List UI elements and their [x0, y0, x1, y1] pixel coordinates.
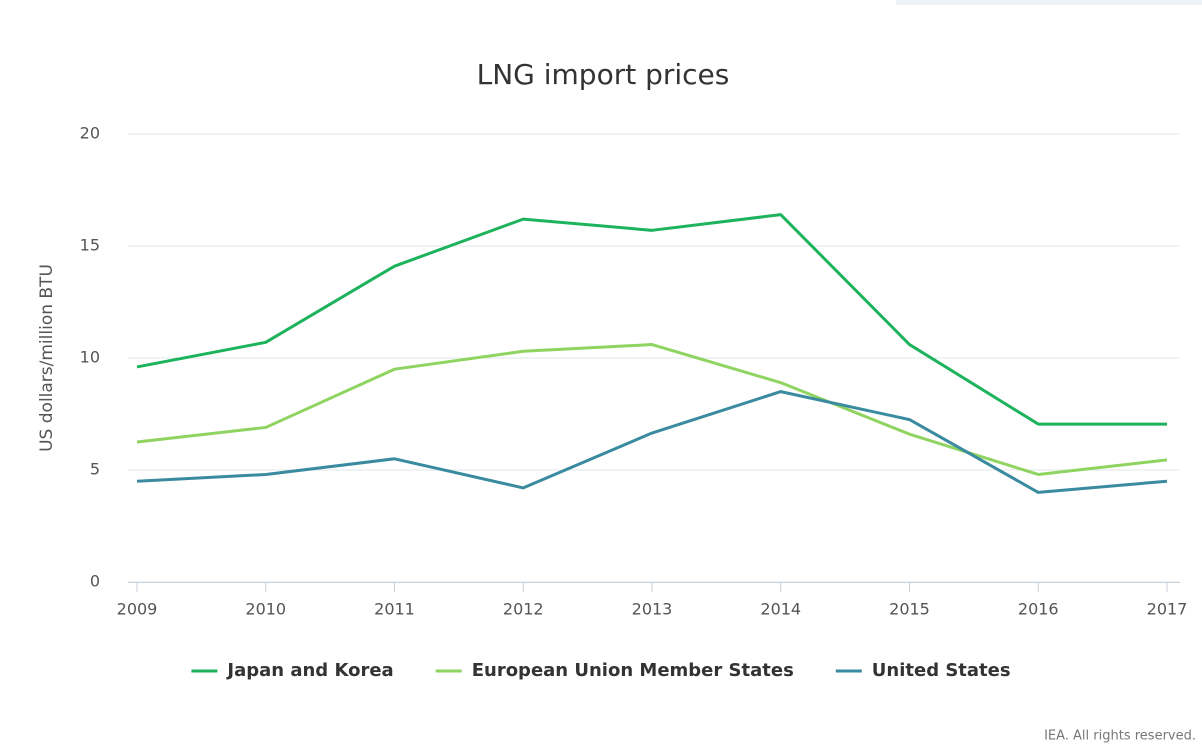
x-tick-label: 2014 [760, 600, 801, 619]
x-tick-label: 2009 [117, 600, 158, 619]
y-tick-label: 15 [80, 236, 100, 255]
y-tick-label: 5 [90, 460, 100, 479]
chart-title: LNG import prices [477, 58, 730, 91]
x-tick-label: 2012 [503, 600, 544, 619]
line [136, 390, 1168, 494]
x-tick-label: 2015 [889, 600, 930, 619]
x-tick-label: 2011 [374, 600, 415, 619]
y-tick-label: 0 [90, 572, 100, 591]
source: IEA. All rights reserved. [1044, 729, 1196, 744]
y-tick-label: 10 [80, 348, 100, 367]
line [136, 213, 1167, 426]
y-axis-label: US dollars/million BTU [37, 264, 57, 452]
x-tick-label: 2013 [632, 600, 673, 619]
legend-label: United States [872, 660, 1011, 681]
legend-label: European Union Member States [472, 660, 794, 681]
x-tick-label: 2010 [245, 600, 286, 619]
top-bar [896, 0, 1202, 5]
x-tick-label: 2016 [1018, 600, 1059, 619]
legend-label: Japan and Korea [225, 660, 393, 681]
x-tick-label: 2017 [1147, 600, 1188, 619]
line [136, 343, 1168, 476]
y-tick-label: 20 [80, 124, 100, 143]
